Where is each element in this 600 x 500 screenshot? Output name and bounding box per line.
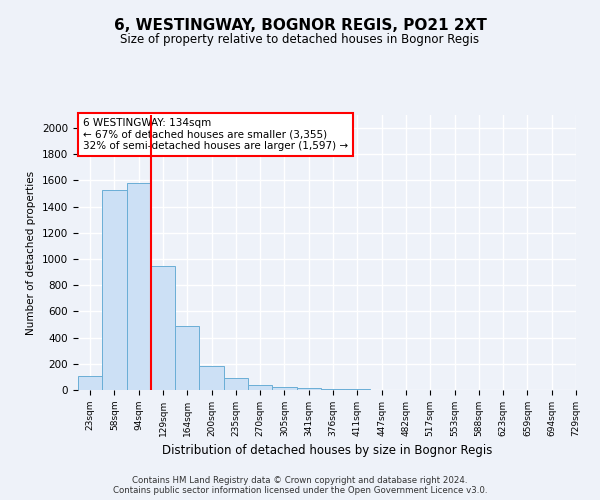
- Bar: [272, 387, 296, 390]
- Text: 6 WESTINGWAY: 134sqm
← 67% of detached houses are smaller (3,355)
32% of semi-de: 6 WESTINGWAY: 134sqm ← 67% of detached h…: [83, 118, 348, 151]
- Bar: [248, 385, 272, 390]
- Text: 6, WESTINGWAY, BOGNOR REGIS, PO21 2XT: 6, WESTINGWAY, BOGNOR REGIS, PO21 2XT: [113, 18, 487, 32]
- Bar: [127, 183, 151, 390]
- Y-axis label: Number of detached properties: Number of detached properties: [26, 170, 37, 334]
- Bar: [175, 326, 199, 390]
- Bar: [102, 190, 127, 390]
- Bar: [321, 388, 345, 390]
- Bar: [151, 266, 175, 390]
- Text: Size of property relative to detached houses in Bognor Regis: Size of property relative to detached ho…: [121, 32, 479, 46]
- Bar: [224, 378, 248, 390]
- Bar: [296, 388, 321, 390]
- Text: Contains HM Land Registry data © Crown copyright and database right 2024.
Contai: Contains HM Land Registry data © Crown c…: [113, 476, 487, 495]
- Bar: [199, 366, 224, 390]
- X-axis label: Distribution of detached houses by size in Bognor Regis: Distribution of detached houses by size …: [162, 444, 492, 458]
- Bar: [78, 376, 102, 390]
